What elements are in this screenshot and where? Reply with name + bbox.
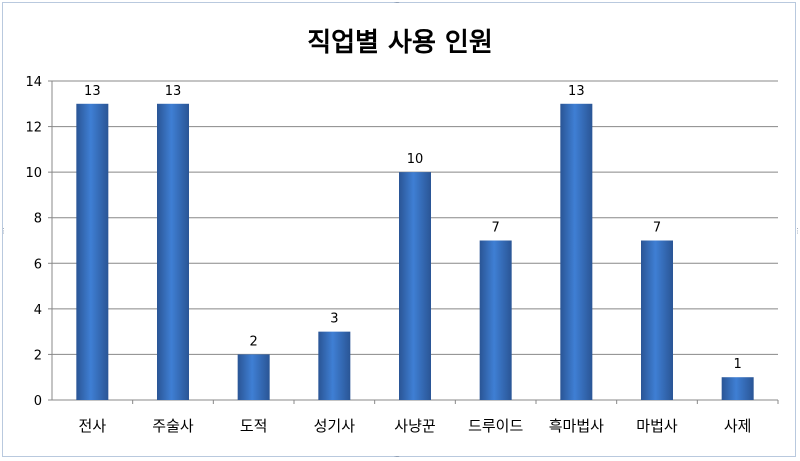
- y-tick-label: 10: [25, 166, 42, 181]
- chart-title: 직업별 사용 인원: [307, 28, 493, 58]
- bar: [318, 331, 351, 400]
- bar: [479, 240, 512, 400]
- data-label: 10: [407, 152, 424, 167]
- x-tick-label: 사제: [724, 417, 752, 435]
- y-tick-label: 2: [34, 348, 42, 363]
- data-label: 3: [330, 312, 338, 327]
- y-tick-label: 14: [25, 75, 42, 90]
- x-tick-label: 흑마법사: [549, 417, 604, 435]
- x-tick-label: 도적: [240, 417, 268, 435]
- x-tick-label: 전사: [79, 417, 107, 435]
- x-tick-label: 주술사: [152, 417, 194, 435]
- resize-handle-bottom[interactable]: ····: [394, 453, 400, 461]
- bar: [157, 103, 189, 401]
- resize-handle-left[interactable]: ⋮: [0, 227, 7, 235]
- bar: [76, 103, 109, 401]
- x-tick-label: 드루이드: [468, 417, 523, 435]
- y-tick-label: 4: [34, 303, 42, 318]
- data-label: 7: [492, 221, 500, 236]
- data-label: 13: [568, 84, 585, 99]
- data-label: 7: [653, 221, 661, 236]
- y-tick-label: 8: [34, 212, 42, 227]
- bar: [237, 354, 270, 400]
- x-tick-label: 성기사: [314, 417, 356, 435]
- bar: [560, 103, 593, 401]
- bar: [641, 240, 673, 400]
- data-label: 1: [734, 357, 742, 372]
- bar: [721, 377, 754, 400]
- bar: [399, 172, 431, 400]
- x-tick-label: 사냥꾼: [394, 417, 436, 435]
- y-tick-label: 6: [34, 257, 42, 272]
- y-tick-label: 0: [34, 394, 42, 409]
- resize-handle-top[interactable]: ····: [394, 0, 400, 7]
- data-label: 2: [250, 334, 258, 349]
- data-label: 13: [165, 84, 182, 99]
- data-label: 13: [84, 84, 101, 99]
- y-tick-label: 12: [25, 121, 42, 136]
- x-tick-label: 마법사: [636, 417, 678, 435]
- resize-handle-right[interactable]: ⋮: [794, 227, 800, 235]
